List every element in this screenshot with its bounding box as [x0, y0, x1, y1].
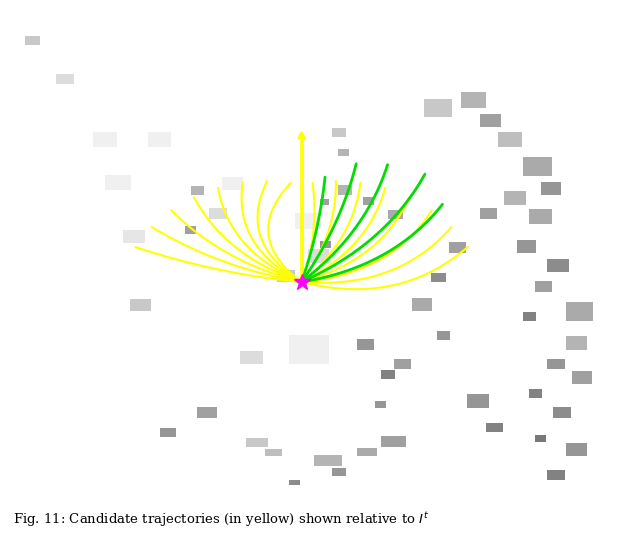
- Bar: [314, 455, 342, 466]
- Bar: [424, 99, 452, 118]
- Bar: [289, 480, 300, 485]
- Bar: [566, 443, 588, 456]
- Bar: [93, 132, 117, 146]
- Bar: [523, 312, 536, 321]
- Bar: [185, 227, 196, 234]
- Bar: [547, 359, 564, 369]
- Bar: [529, 210, 552, 224]
- Bar: [25, 36, 40, 45]
- Bar: [486, 424, 503, 432]
- Bar: [572, 371, 591, 384]
- Bar: [259, 30, 305, 118]
- Bar: [480, 208, 497, 219]
- Bar: [535, 434, 546, 442]
- Bar: [412, 299, 432, 311]
- Bar: [547, 259, 569, 272]
- Bar: [124, 168, 170, 195]
- Bar: [111, 267, 137, 282]
- Bar: [308, 249, 329, 263]
- Bar: [394, 359, 411, 369]
- Bar: [467, 394, 489, 408]
- Bar: [74, 99, 108, 118]
- Bar: [148, 132, 172, 146]
- Bar: [320, 199, 329, 205]
- Bar: [332, 128, 346, 137]
- Bar: [547, 470, 564, 481]
- Bar: [265, 449, 282, 456]
- Bar: [56, 74, 74, 84]
- Bar: [56, 156, 96, 180]
- Bar: [160, 210, 194, 229]
- Bar: [136, 148, 165, 166]
- Bar: [296, 213, 321, 229]
- Bar: [381, 370, 395, 379]
- Text: Fig. 11: Candidate trajectories (in yellow) shown relative to $I^t$: Fig. 11: Candidate trajectories (in yell…: [13, 510, 429, 529]
- Bar: [105, 174, 131, 190]
- Bar: [541, 183, 561, 195]
- Bar: [320, 241, 331, 248]
- Bar: [221, 177, 243, 190]
- Bar: [357, 339, 374, 350]
- Bar: [240, 351, 264, 364]
- Bar: [516, 240, 536, 253]
- Bar: [271, 314, 323, 350]
- Bar: [240, 234, 264, 248]
- Bar: [191, 186, 205, 195]
- Bar: [381, 436, 406, 447]
- Bar: [357, 448, 376, 456]
- Bar: [449, 243, 466, 253]
- Bar: [504, 191, 526, 205]
- Bar: [136, 202, 175, 224]
- Bar: [523, 157, 552, 175]
- Bar: [124, 230, 145, 243]
- Bar: [339, 149, 349, 156]
- Bar: [480, 114, 501, 127]
- Bar: [461, 92, 486, 108]
- Bar: [498, 132, 522, 146]
- Bar: [529, 389, 543, 398]
- Bar: [50, 195, 82, 214]
- Bar: [129, 299, 151, 311]
- Bar: [246, 438, 268, 447]
- Bar: [363, 197, 374, 205]
- Bar: [566, 336, 588, 350]
- Bar: [209, 207, 227, 219]
- Bar: [197, 407, 217, 417]
- Bar: [566, 302, 593, 321]
- Bar: [431, 273, 446, 282]
- Bar: [375, 400, 387, 408]
- Bar: [277, 271, 296, 282]
- Bar: [160, 428, 175, 437]
- Bar: [388, 211, 403, 219]
- Bar: [554, 407, 571, 417]
- Bar: [436, 332, 451, 340]
- Bar: [535, 281, 552, 292]
- Bar: [31, 47, 65, 69]
- Bar: [289, 336, 329, 364]
- Bar: [339, 185, 352, 195]
- Bar: [332, 469, 346, 476]
